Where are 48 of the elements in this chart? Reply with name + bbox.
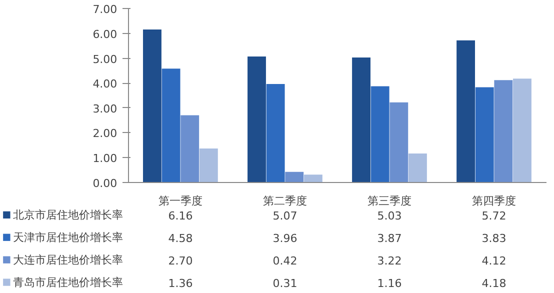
bar <box>199 148 218 182</box>
data-label: 5.72 <box>482 209 506 222</box>
y-tick-label: 4.00 <box>92 78 118 91</box>
bar <box>285 172 304 182</box>
data-label: 1.16 <box>377 276 402 290</box>
y-tick-label: 0.00 <box>92 176 118 190</box>
bar <box>513 78 532 182</box>
legend-label: 北京市居住地价增长率 <box>12 208 123 222</box>
bar <box>266 84 285 182</box>
data-label: 0.31 <box>272 276 298 290</box>
legend-label: 青岛市居住地价增长率 <box>12 276 123 289</box>
data-label: 2.70 <box>168 254 193 268</box>
data-label: 3.83 <box>482 232 506 245</box>
x-tick-label: 第一季度 <box>158 194 202 208</box>
bar <box>390 102 408 182</box>
y-tick-label: 5.00 <box>92 52 118 66</box>
bar <box>180 115 200 182</box>
data-label: 5.07 <box>272 209 298 222</box>
y-tick-label: 1.00 <box>92 152 118 165</box>
bar <box>248 56 266 182</box>
data-label: 3.96 <box>272 232 298 245</box>
x-tick-label: 第二季度 <box>262 194 307 208</box>
y-tick-label: 7.00 <box>92 3 118 16</box>
data-label: 6.16 <box>168 209 193 222</box>
bar <box>352 58 370 182</box>
bar <box>475 87 494 182</box>
bar <box>143 29 162 182</box>
x-tick-label: 第三季度 <box>367 194 412 208</box>
data-label: 3.87 <box>377 232 402 245</box>
y-tick-label: 6.00 <box>92 28 118 41</box>
data-label: 0.42 <box>272 254 298 268</box>
data-label: 4.58 <box>168 232 193 245</box>
bar <box>494 80 513 182</box>
data-label: 5.03 <box>377 209 402 222</box>
y-tick-label: 2.00 <box>92 127 118 140</box>
bar <box>370 86 390 182</box>
data-label: 4.18 <box>482 276 506 290</box>
legend-label: 大连市居住地价增长率 <box>12 253 123 266</box>
bar <box>304 174 322 182</box>
data-label: 4.12 <box>482 254 506 268</box>
bar <box>408 153 427 182</box>
data-label: 1.36 <box>168 276 193 290</box>
y-tick-label: 3.00 <box>92 102 118 116</box>
legend-label: 天津市居住地价增长率 <box>12 230 123 244</box>
bar <box>456 40 475 182</box>
bar <box>162 68 180 182</box>
x-tick-label: 第四季度 <box>472 194 516 208</box>
data-label: 3.22 <box>377 254 402 268</box>
